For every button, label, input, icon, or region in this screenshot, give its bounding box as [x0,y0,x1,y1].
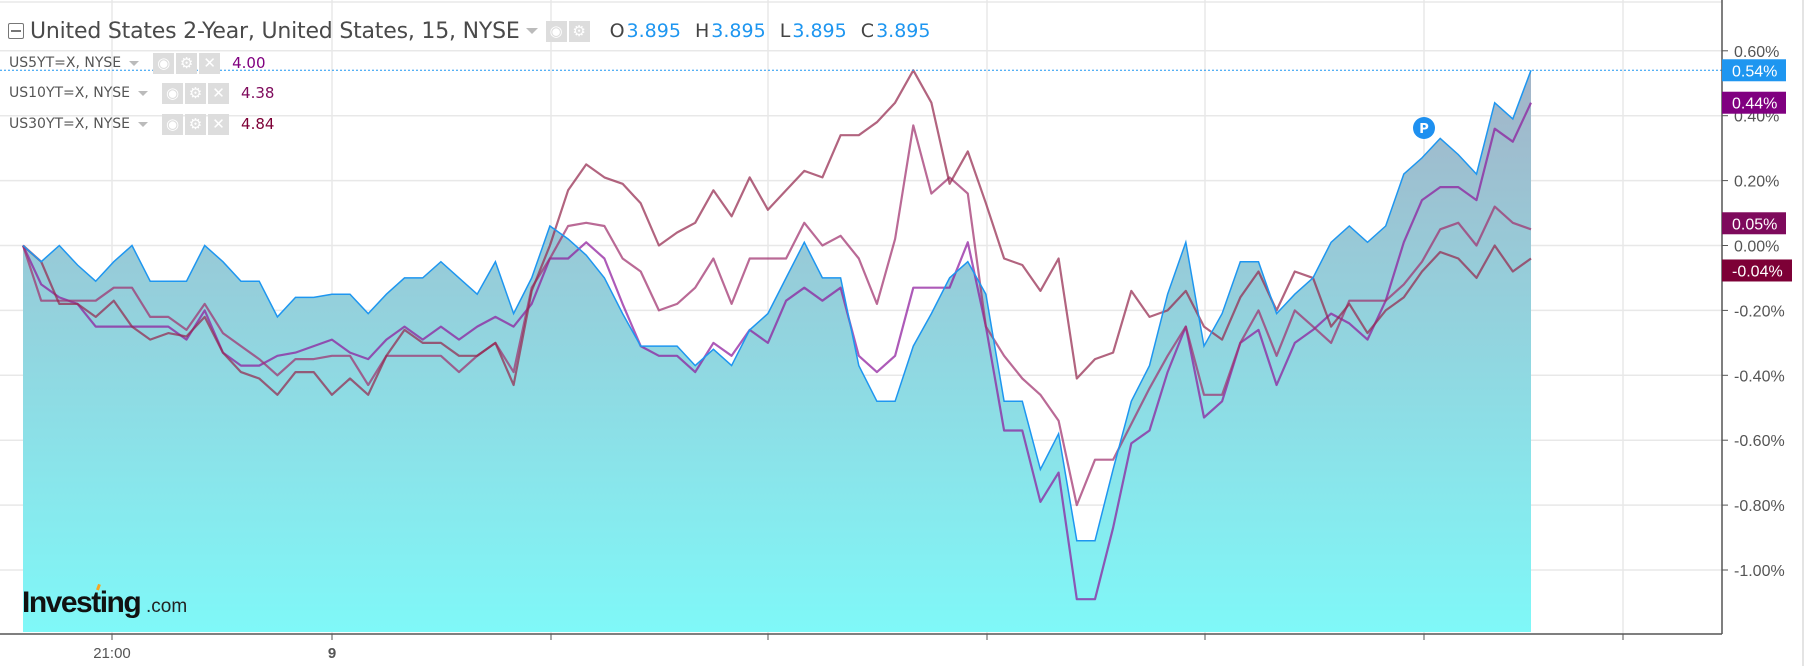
eye-icon[interactable]: ◉ [162,113,184,135]
area-layer [23,70,1531,633]
legend-name: US5YT=X, NYSE [9,55,122,71]
series-line-us5y [22,102,1532,601]
price-label-text: 0.54% [1732,63,1777,80]
close-icon[interactable]: ✕ [199,52,221,74]
close-icon[interactable]: ✕ [208,82,230,104]
series-line-us30y [22,69,1532,396]
logo-suffix: .com [146,596,187,617]
high-value: 3.895 [711,20,766,42]
close-icon[interactable]: ✕ [208,113,230,135]
time-axis[interactable] [0,635,1722,666]
us2y-line [22,70,1532,542]
main-legend: United States 2-Year, United States, 15,… [8,16,930,46]
y-tick-label: -0.40% [1734,368,1785,385]
gear-icon[interactable]: ⚙ [568,20,590,42]
y-tick-label: 0.00% [1734,239,1779,256]
low-key: L [779,20,791,42]
x-tick-label: 21:00 [93,645,131,662]
p-marker-label: P [1419,122,1429,137]
eye-icon[interactable]: ◉ [545,20,567,42]
high-key: H [694,20,710,42]
legend-row-us5y: US5YT=X, NYSE ◉ ⚙ ✕ 4.00 [9,52,266,74]
investing-logo: Investing .com [22,583,187,619]
price-label-box [1722,59,1786,82]
close-value: 3.895 [876,20,931,42]
series-line-us10y [21,124,1532,507]
eye-icon[interactable]: ◉ [162,82,184,104]
price-label-text: 0.44% [1732,96,1777,113]
y-tick-label: -0.60% [1734,433,1785,450]
x-tick-label: 9 [328,645,336,662]
collapse-icon[interactable] [8,23,24,39]
y-tick-label: -0.20% [1734,303,1785,320]
price-label-box [1722,259,1792,282]
legend-row-us30y: US30YT=X, NYSE ◉ ⚙ ✕ 4.84 [9,113,274,135]
open-value: 3.895 [626,20,681,42]
us2y-area-fill [23,70,1531,633]
legend-value: 4.84 [241,115,275,133]
price-label-text: 0.05% [1732,216,1777,233]
close-key: C [860,20,875,42]
gear-icon[interactable]: ⚙ [185,82,207,104]
y-tick-label: -0.80% [1734,498,1785,515]
open-key: O [609,20,625,42]
lines-layer [0,69,1722,601]
y-tick-label: 0.20% [1734,174,1779,191]
price-label-text: -0.04% [1732,263,1783,280]
y-tick-label: 0.60% [1734,44,1779,61]
chevron-down-icon[interactable] [138,121,149,127]
legend-value: 4.38 [241,84,275,102]
price-label-box [1722,91,1786,114]
legend-value: 4.00 [232,54,266,72]
legend-row-us10y: US10YT=X, NYSE ◉ ⚙ ✕ 4.38 [9,82,274,104]
chevron-down-icon[interactable] [525,28,538,34]
p-marker[interactable]: P [1413,117,1435,139]
chart-title: United States 2-Year, United States, 15,… [30,18,520,44]
gear-icon[interactable]: ⚙ [185,113,207,135]
legend-name: US30YT=X, NYSE [9,116,131,132]
logo-accent [96,583,101,591]
gear-icon[interactable]: ⚙ [176,52,198,74]
ohlc-values: O 3.895 H 3.895 L 3.895 C 3.895 [602,20,931,42]
logo-main: Investing [22,586,140,619]
chevron-down-icon[interactable] [129,60,140,66]
eye-icon[interactable]: ◉ [153,52,175,74]
legend-name: US10YT=X, NYSE [9,85,131,101]
y-tick-label: -1.00% [1734,563,1785,580]
price-labels: 0.54% 0.44% 0.05% -0.04% [1722,59,1792,282]
low-value: 3.895 [792,20,847,42]
price-label-box [1722,212,1786,235]
p-marker-circle[interactable] [1413,117,1435,139]
chevron-down-icon[interactable] [138,90,149,96]
